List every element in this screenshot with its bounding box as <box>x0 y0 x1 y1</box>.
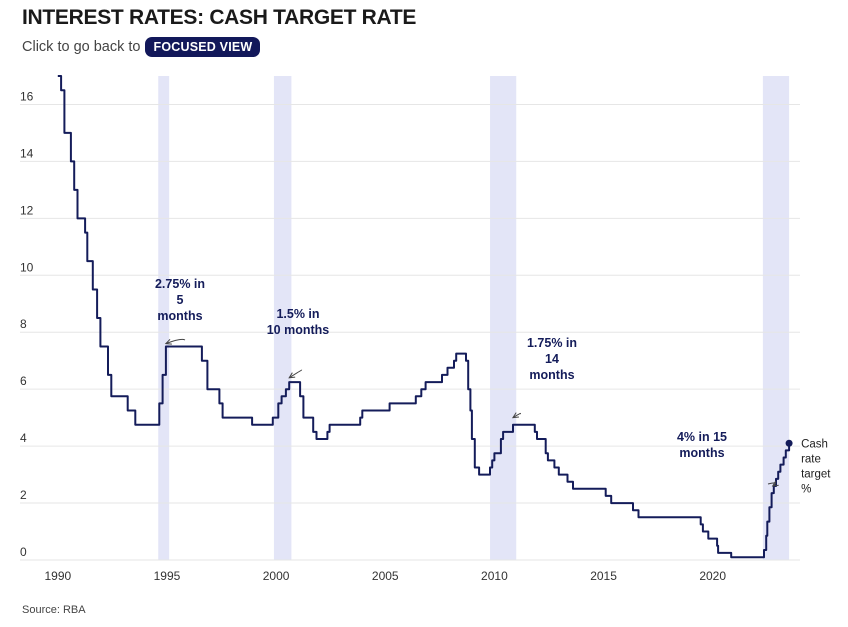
y-tick-label-4: 4 <box>20 431 27 445</box>
y-tick-label-16: 16 <box>20 89 34 103</box>
x-tick-label-2005: 2005 <box>372 569 399 583</box>
subtitle-row: Click to go back to FOCUSED VIEW <box>22 37 261 57</box>
shaded-period-3 <box>762 76 790 560</box>
shaded-period-0 <box>158 76 170 560</box>
annotation-0-line-2: months <box>157 309 202 323</box>
annotation-0-line-0: 2.75% in <box>155 277 205 291</box>
end-label-line-3: % <box>801 483 811 495</box>
end-label-line-0: Cash <box>801 438 828 450</box>
y-tick-label-14: 14 <box>20 146 34 160</box>
annotation-0-arrowhead <box>164 338 172 345</box>
annotation-0-arrow <box>165 338 186 345</box>
y-tick-label-8: 8 <box>20 317 27 331</box>
annotation-3-line-1: months <box>679 446 724 460</box>
y-tick-label-2: 2 <box>20 488 27 502</box>
source-note: Source: RBA <box>22 604 86 616</box>
shaded-period-2 <box>490 76 517 560</box>
x-tick-label-2010: 2010 <box>481 569 508 583</box>
annotation-1-line-0: 1.5% in <box>276 307 319 321</box>
x-tick-label-2015: 2015 <box>590 569 617 583</box>
x-tick-label-1995: 1995 <box>154 569 181 583</box>
annotation-2-arrow <box>512 412 521 419</box>
end-label-line-1: rate <box>801 453 821 465</box>
subtitle-text: Click to go back to <box>22 39 141 55</box>
annotation-0-line-1: 5 <box>177 293 184 307</box>
series-line-0 <box>57 75 791 559</box>
focused-view-button[interactable]: FOCUSED VIEW <box>145 37 261 57</box>
annotation-1-line-1: 10 months <box>267 323 330 337</box>
chart-title: INTEREST RATES: CASH TARGET RATE <box>22 6 417 29</box>
annotation-2-line-0: 1.75% in <box>527 336 577 350</box>
annotation-3-arrow <box>767 482 777 487</box>
annotation-2-arrowhead <box>511 412 519 419</box>
series-end-point <box>785 439 793 447</box>
y-tick-label-10: 10 <box>20 260 34 274</box>
annotation-2-line-1: 14 <box>545 352 559 366</box>
y-tick-label-0: 0 <box>20 545 27 559</box>
x-tick-label-2000: 2000 <box>263 569 290 583</box>
annotation-3-line-0: 4% in 15 <box>677 430 727 444</box>
x-tick-label-1990: 1990 <box>44 569 71 583</box>
x-tick-label-2020: 2020 <box>699 569 726 583</box>
annotation-2-line-2: months <box>529 368 574 382</box>
y-tick-label-12: 12 <box>20 203 34 217</box>
y-tick-label-6: 6 <box>20 374 27 388</box>
annotation-1-arrow <box>288 369 303 379</box>
end-label-line-2: target <box>801 468 831 480</box>
annotation-1-arrowhead <box>288 372 296 379</box>
shaded-period-1 <box>273 76 292 560</box>
annotation-3-arrowhead <box>771 480 779 487</box>
